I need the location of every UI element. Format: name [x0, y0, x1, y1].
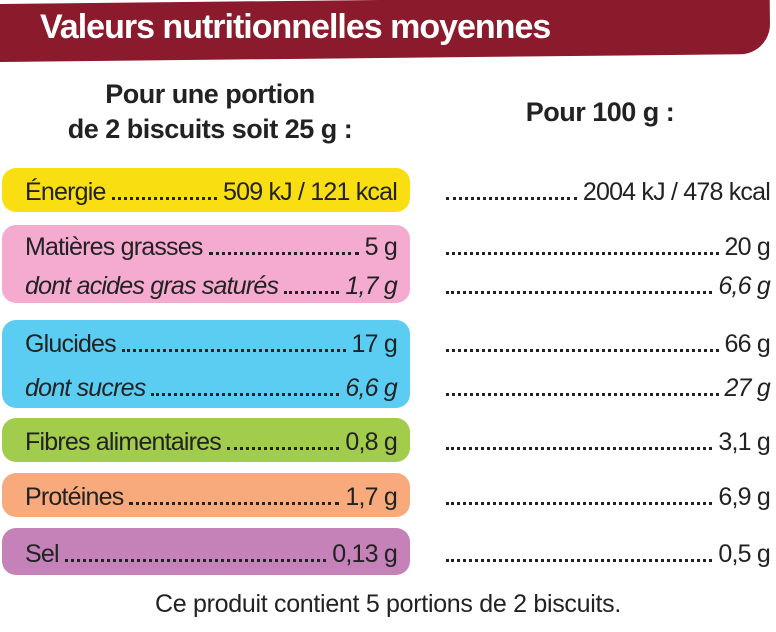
dot-leader: [121, 349, 346, 352]
per100-row: 6,9 g: [440, 478, 771, 512]
portion-row: Énergie 509 kJ / 121 kcal: [25, 173, 398, 207]
portion-row: Protéines 1,7 g: [25, 478, 398, 512]
per100-row: 0,5 g: [440, 535, 771, 569]
header-line: Pour une portion: [105, 79, 315, 109]
portion-row: Matières grasses 5 g: [25, 228, 398, 262]
portion-header: Pour une portion de 2 biscuits soit 25 g…: [40, 77, 380, 147]
per100-value: 66 g: [724, 330, 771, 358]
nutrient-label: Fibres alimentaires: [25, 428, 222, 456]
portion-row: dont acides gras saturés 1,7 g: [25, 267, 398, 301]
title: Valeurs nutritionnelles moyennes: [40, 8, 551, 46]
per100-row: 27 g: [440, 369, 771, 403]
per100-row: 3,1 g: [440, 423, 771, 457]
dot-leader: [208, 251, 359, 255]
portion-value: 1,7 g: [345, 483, 397, 511]
portion-value: 17 g: [351, 330, 398, 358]
portion-value: 5 g: [364, 232, 398, 261]
header-line: de 2 biscuits soit 25 g :: [67, 114, 353, 144]
per100-value: 2004 kJ / 478 kcal: [582, 178, 771, 206]
nutrient-label: Énergie: [25, 178, 106, 206]
nutrient-label: dont acides gras saturés: [25, 271, 279, 300]
portion-value: 0,8 g: [345, 428, 397, 456]
dot-leader: [446, 197, 577, 200]
dot-leader: [446, 251, 719, 255]
portion-value: 0,13 g: [332, 539, 398, 568]
highlight-band: [2, 473, 410, 517]
dot-leader: [446, 558, 713, 562]
per100-row: 66 g: [440, 325, 771, 359]
portion-value: 509 kJ / 121 kcal: [222, 178, 398, 206]
per100-value: 27 g: [724, 374, 771, 402]
footer: Ce produit contient 5 portions de 2 bisc…: [155, 590, 621, 618]
nutrient-label: Glucides: [25, 330, 117, 358]
portion-row: Sel 0,13 g: [25, 535, 398, 569]
per100-row: 2004 kJ / 478 kcal: [440, 173, 771, 207]
dot-leader: [151, 393, 340, 396]
dot-leader: [446, 393, 719, 396]
highlight-band: [2, 418, 410, 462]
highlight-band: [2, 225, 410, 303]
per100-row: 6,6 g: [440, 267, 771, 301]
dot-leader: [446, 349, 719, 352]
per100-value: 6,6 g: [718, 271, 770, 300]
per100-value: 3,1 g: [718, 428, 770, 456]
nutrient-label: Matières grasses: [25, 232, 203, 261]
dot-leader: [446, 447, 713, 450]
per100-value: 0,5 g: [718, 539, 770, 568]
nutrient-label: dont sucres: [25, 374, 146, 402]
portion-value: 1,7 g: [345, 271, 397, 300]
dot-leader: [446, 290, 713, 294]
per100-value: 20 g: [724, 232, 771, 261]
per100-value: 6,9 g: [718, 483, 770, 511]
per100-row: 20 g: [440, 228, 771, 262]
highlight-band: [2, 528, 410, 575]
portion-row: Glucides 17 g: [25, 325, 398, 359]
highlight-band: [2, 168, 410, 212]
dot-leader: [64, 558, 327, 562]
dot-leader: [111, 197, 217, 200]
dot-leader: [284, 290, 340, 294]
nutrient-label: Protéines: [25, 483, 124, 511]
portion-row: Fibres alimentaires 0,8 g: [25, 423, 398, 457]
nutrient-label: Sel: [25, 539, 60, 568]
dot-leader: [129, 502, 340, 505]
portion-value: 6,6 g: [345, 374, 397, 402]
dot-leader: [226, 447, 340, 450]
per100-header: Pour 100 g :: [525, 97, 675, 127]
portion-row: dont sucres 6,6 g: [25, 369, 398, 403]
dot-leader: [446, 502, 713, 505]
